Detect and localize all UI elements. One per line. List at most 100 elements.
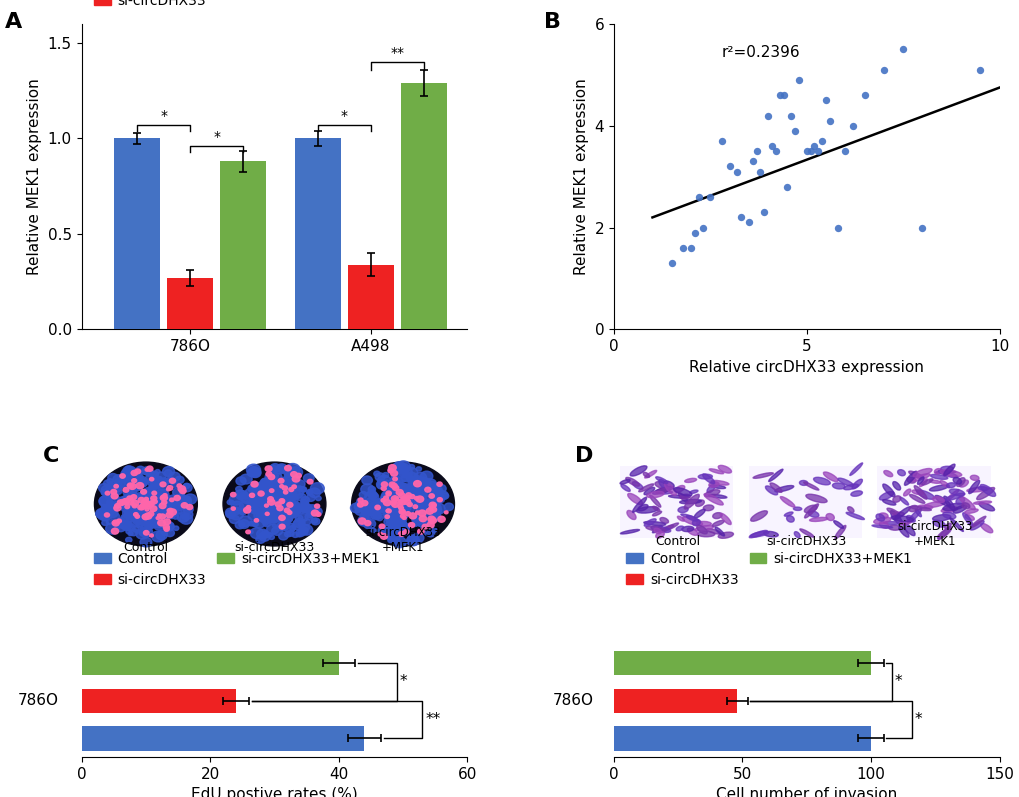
Circle shape <box>397 528 406 536</box>
Circle shape <box>227 500 233 505</box>
Circle shape <box>370 501 382 512</box>
Circle shape <box>395 499 408 509</box>
Circle shape <box>155 511 167 521</box>
Circle shape <box>138 523 142 527</box>
Circle shape <box>167 495 179 505</box>
Circle shape <box>401 507 409 512</box>
Ellipse shape <box>931 520 945 527</box>
Circle shape <box>113 475 124 484</box>
Circle shape <box>118 520 128 528</box>
Circle shape <box>138 496 151 507</box>
Circle shape <box>263 489 277 501</box>
Circle shape <box>396 499 410 509</box>
Circle shape <box>136 483 144 489</box>
Ellipse shape <box>943 497 954 511</box>
Circle shape <box>415 508 426 516</box>
Circle shape <box>142 497 147 501</box>
Circle shape <box>107 508 118 517</box>
Circle shape <box>150 496 155 501</box>
Circle shape <box>269 497 278 505</box>
Ellipse shape <box>959 480 967 487</box>
Circle shape <box>129 508 139 516</box>
Circle shape <box>411 496 422 505</box>
Circle shape <box>411 479 422 488</box>
Circle shape <box>263 520 270 527</box>
Circle shape <box>293 490 300 495</box>
Point <box>805 139 821 152</box>
Circle shape <box>280 504 287 510</box>
Circle shape <box>278 496 286 502</box>
Ellipse shape <box>921 479 932 485</box>
Circle shape <box>163 519 170 524</box>
Circle shape <box>414 501 426 511</box>
Circle shape <box>140 510 152 520</box>
Circle shape <box>396 461 410 473</box>
Point <box>752 165 768 178</box>
Circle shape <box>285 464 300 475</box>
Circle shape <box>413 494 419 500</box>
Circle shape <box>281 487 289 493</box>
Circle shape <box>96 509 107 518</box>
Circle shape <box>269 505 281 515</box>
Ellipse shape <box>966 487 988 492</box>
Circle shape <box>279 500 284 504</box>
Circle shape <box>269 496 274 500</box>
Circle shape <box>389 507 401 517</box>
Circle shape <box>281 508 291 516</box>
Circle shape <box>235 486 242 492</box>
Circle shape <box>165 508 172 514</box>
Circle shape <box>127 468 138 476</box>
Circle shape <box>162 466 174 477</box>
Circle shape <box>231 507 240 514</box>
Bar <box>613 726 870 751</box>
Circle shape <box>315 496 321 501</box>
Circle shape <box>114 505 121 511</box>
Ellipse shape <box>979 485 995 497</box>
Circle shape <box>381 490 395 502</box>
Circle shape <box>379 524 384 528</box>
Ellipse shape <box>805 494 826 503</box>
Circle shape <box>257 498 268 507</box>
Circle shape <box>179 501 190 508</box>
Circle shape <box>121 515 128 520</box>
Bar <box>294 139 340 329</box>
Ellipse shape <box>878 522 888 528</box>
Circle shape <box>176 496 185 502</box>
Circle shape <box>392 461 405 472</box>
Circle shape <box>270 494 278 501</box>
Circle shape <box>296 529 305 536</box>
Ellipse shape <box>708 469 722 473</box>
Circle shape <box>111 483 122 492</box>
Circle shape <box>107 479 113 484</box>
Circle shape <box>389 505 401 515</box>
Circle shape <box>277 521 289 531</box>
Point <box>783 109 799 122</box>
Point <box>740 216 756 229</box>
Circle shape <box>113 495 119 500</box>
Text: si-circDHX33: si-circDHX33 <box>766 535 846 548</box>
Circle shape <box>257 483 269 493</box>
Ellipse shape <box>763 532 777 537</box>
Circle shape <box>240 493 245 497</box>
Ellipse shape <box>949 489 964 496</box>
Circle shape <box>260 478 271 487</box>
Circle shape <box>292 473 300 478</box>
Bar <box>82 689 235 713</box>
Circle shape <box>234 508 239 512</box>
Circle shape <box>155 515 167 525</box>
Circle shape <box>393 505 400 511</box>
Circle shape <box>146 503 150 506</box>
Circle shape <box>373 471 380 477</box>
Circle shape <box>292 508 301 514</box>
Circle shape <box>256 536 265 544</box>
Circle shape <box>399 510 405 514</box>
Bar <box>620 466 733 537</box>
Ellipse shape <box>712 512 721 519</box>
Ellipse shape <box>931 515 950 521</box>
Circle shape <box>293 507 300 512</box>
Circle shape <box>169 501 173 505</box>
Circle shape <box>307 479 313 484</box>
Circle shape <box>257 529 268 539</box>
Circle shape <box>373 504 380 510</box>
Ellipse shape <box>929 474 947 479</box>
